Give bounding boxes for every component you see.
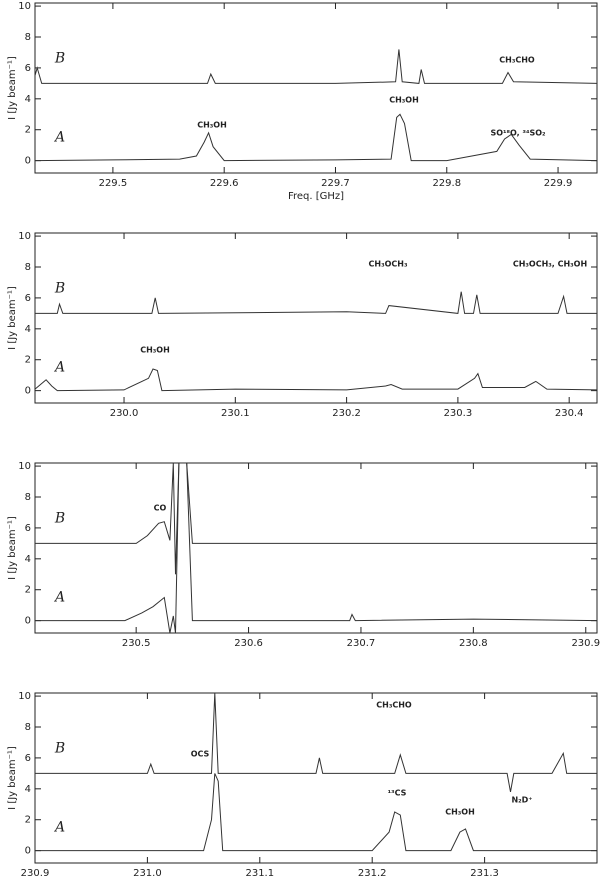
- x-tick-label: 229.7: [321, 178, 350, 189]
- plot-frame: [34, 232, 598, 404]
- plot-area: [35, 693, 597, 852]
- annotation: CH₃OH: [140, 346, 170, 355]
- x-tick-label: 231.1: [245, 868, 274, 878]
- y-axis-label: I [Jy beam⁻¹]: [7, 286, 18, 350]
- spectrum-line: [35, 463, 597, 575]
- x-tick-label: 230.2: [332, 408, 361, 419]
- series-label: B: [54, 281, 65, 297]
- plot-area: [35, 49, 597, 162]
- annotation: CH₃OCH₃: [369, 260, 408, 269]
- series-label: B: [54, 511, 65, 527]
- x-tick-label: 230.6: [234, 638, 263, 649]
- y-tick-label: 10: [18, 461, 31, 472]
- x-tick-label: 230.4: [555, 408, 584, 419]
- x-tick-label: 229.8: [432, 178, 461, 189]
- annotation: CH₃CHO: [376, 701, 412, 710]
- y-tick-label: 8: [25, 262, 31, 273]
- x-tick-label: 230.1: [221, 408, 250, 419]
- annotation: N₂D⁺: [511, 796, 532, 805]
- annotation: SO¹⁸O, ³⁴SO₂: [490, 129, 546, 138]
- y-tick-label: 6: [25, 523, 31, 534]
- annotation: CH₃OCH₃, CH₃OH: [513, 260, 587, 269]
- y-axis-label: I [Jy beam⁻¹]: [7, 56, 18, 120]
- series-label: B: [54, 51, 65, 67]
- y-tick-label: 2: [25, 125, 31, 136]
- y-tick-label: 2: [25, 355, 31, 366]
- spectrum-line: [35, 368, 597, 392]
- spectrum-line: [35, 113, 597, 162]
- series-label: A: [53, 819, 65, 835]
- x-tick-label: 230.3: [444, 408, 473, 419]
- plot-frame: [34, 462, 598, 634]
- y-tick-label: 2: [25, 585, 31, 596]
- x-tick-label: 230.5: [122, 638, 151, 649]
- y-tick-label: 4: [25, 324, 31, 335]
- x-tick-label: 230.9: [571, 638, 600, 649]
- annotation: CH₃OH: [389, 96, 419, 105]
- x-tick-label: 231.2: [358, 868, 387, 878]
- x-axis-label: Freq. [GHz]: [288, 191, 344, 202]
- y-tick-label: 6: [25, 63, 31, 74]
- annotation: CH₃OH: [197, 121, 227, 130]
- plot-frame: [34, 2, 598, 174]
- series-label: A: [53, 359, 65, 375]
- plot-frame: [34, 692, 598, 864]
- annotation: CH₃OH: [445, 808, 475, 817]
- x-tick-label: 230.0: [110, 408, 139, 419]
- x-tick-label: 230.8: [459, 638, 488, 649]
- y-tick-label: 4: [25, 94, 31, 105]
- y-tick-label: 0: [25, 616, 31, 627]
- y-tick-label: 10: [18, 231, 31, 242]
- x-tick-label: 230.9: [21, 868, 50, 878]
- series-label: B: [54, 741, 65, 757]
- annotation: CO: [154, 504, 167, 513]
- x-tick-label: 231.0: [133, 868, 162, 878]
- series-label: A: [53, 589, 65, 605]
- x-tick-label: 229.5: [99, 178, 128, 189]
- y-tick-label: 4: [25, 784, 31, 795]
- y-tick-label: 10: [18, 1, 31, 12]
- y-tick-label: 6: [25, 753, 31, 764]
- plot-area: [35, 291, 597, 392]
- y-tick-label: 0: [25, 386, 31, 397]
- y-tick-label: 10: [18, 691, 31, 702]
- x-tick-label: 230.7: [347, 638, 376, 649]
- annotation: ¹³CS: [388, 789, 407, 798]
- y-tick-label: 8: [25, 492, 31, 503]
- y-tick-label: 8: [25, 722, 31, 733]
- annotation: CH₃CHO: [499, 56, 535, 65]
- y-axis-label: I [Jy beam⁻¹]: [7, 516, 18, 580]
- y-tick-label: 4: [25, 554, 31, 565]
- y-tick-label: 0: [25, 846, 31, 857]
- series-label: A: [53, 129, 65, 145]
- y-axis-label: I [Jy beam⁻¹]: [7, 746, 18, 810]
- x-tick-label: 229.6: [210, 178, 239, 189]
- y-tick-label: 2: [25, 815, 31, 826]
- spectrum-line: [35, 693, 597, 792]
- y-tick-label: 6: [25, 293, 31, 304]
- y-tick-label: 8: [25, 32, 31, 43]
- y-tick-label: 0: [25, 156, 31, 167]
- spectrum-line: [35, 463, 597, 633]
- spectrum-line: [35, 49, 597, 84]
- x-tick-label: 229.9: [544, 178, 573, 189]
- annotation: OCS: [191, 750, 210, 759]
- spectrum-line: [35, 773, 597, 852]
- plot-area: [35, 463, 597, 633]
- spectrum-line: [35, 291, 597, 314]
- x-tick-label: 231.3: [470, 868, 499, 878]
